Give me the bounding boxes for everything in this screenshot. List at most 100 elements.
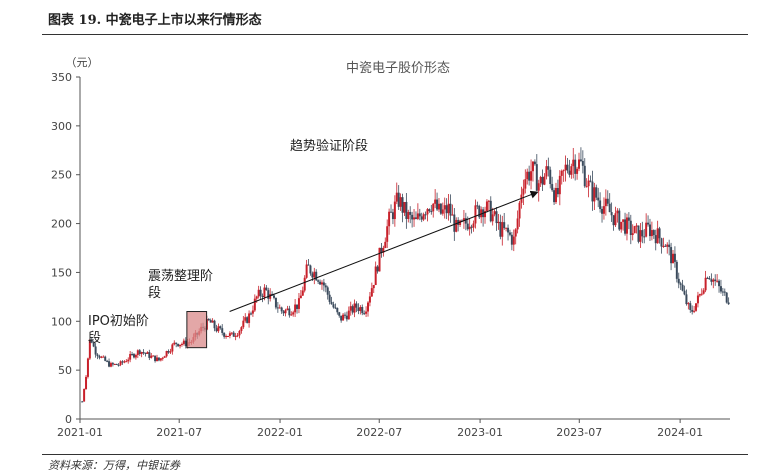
candle [451, 204, 454, 216]
candle [85, 375, 88, 390]
candle [581, 150, 584, 174]
x-tick-label: 2021-01 [57, 426, 103, 439]
candle [104, 355, 107, 362]
candle [280, 306, 283, 314]
candle [108, 358, 111, 368]
x-tick-label: 2023-07 [556, 426, 602, 439]
candle [140, 351, 143, 358]
candle [92, 340, 95, 348]
candle [411, 211, 414, 228]
candle [144, 352, 147, 357]
candle [328, 290, 331, 305]
candle [297, 293, 300, 314]
candle [332, 301, 335, 309]
candle [526, 168, 529, 185]
candle [322, 278, 325, 292]
trend-arrow [229, 190, 539, 312]
candle [422, 212, 425, 222]
candle [96, 353, 99, 360]
annotations: IPO初始阶段 震荡整理阶段 趋势验证阶段 [88, 138, 539, 349]
candle [541, 169, 544, 192]
candle [386, 219, 389, 248]
candle [257, 285, 260, 299]
candle [326, 285, 329, 300]
candle [457, 217, 460, 232]
candle [583, 158, 586, 188]
candle [484, 206, 487, 224]
candle [94, 343, 97, 358]
candle [154, 355, 157, 363]
candle [317, 279, 320, 284]
candle [179, 344, 182, 349]
candle [136, 349, 139, 359]
candle [510, 232, 513, 251]
candle [616, 208, 619, 223]
y-tick-label: 200 [51, 218, 72, 231]
axes: 0 50 100 150 200 250 300 350 2021-01 2021-07 2022-… [51, 71, 730, 439]
candle [232, 330, 235, 337]
candle [606, 190, 609, 207]
candle [670, 242, 673, 271]
candle [721, 287, 724, 297]
candle [672, 249, 675, 264]
candle [727, 297, 730, 305]
candle [595, 184, 598, 201]
candle [549, 166, 552, 189]
candle [370, 282, 373, 297]
candle [666, 242, 669, 254]
candle [338, 311, 341, 318]
candle [180, 342, 183, 347]
candle [610, 202, 613, 222]
candle [313, 267, 316, 285]
candle [343, 312, 346, 319]
candle [585, 178, 588, 188]
candle [320, 280, 323, 290]
candle [708, 275, 711, 280]
candle [493, 209, 496, 217]
candle [656, 220, 659, 244]
candle [359, 305, 362, 315]
candle [303, 275, 306, 293]
candle [319, 279, 322, 286]
candle [131, 351, 134, 356]
candle [399, 193, 402, 211]
chart-title: 中瓷电子股价形态 [346, 61, 450, 76]
candle [664, 244, 667, 247]
candle [635, 223, 638, 234]
candle [476, 201, 479, 210]
candle [464, 212, 467, 231]
candle [225, 334, 228, 339]
candle [719, 279, 722, 294]
candle [434, 189, 437, 209]
candle [535, 154, 538, 192]
candle [706, 276, 709, 280]
candle [629, 214, 632, 245]
candle [639, 222, 642, 248]
candle [152, 355, 155, 357]
candle [109, 361, 112, 368]
candle [324, 283, 327, 293]
y-axis-unit-label: （元） [66, 56, 99, 69]
candle [215, 324, 218, 333]
candle [269, 288, 272, 302]
candle [691, 305, 694, 315]
candle [537, 179, 540, 202]
candle [710, 273, 713, 286]
candle [157, 357, 160, 362]
candle [378, 247, 381, 272]
candle [365, 306, 368, 318]
candle [436, 192, 439, 212]
candle [242, 316, 245, 329]
trend-phase-label: 趋势验证阶段 [290, 138, 368, 154]
candle [305, 259, 308, 279]
candle [568, 159, 571, 178]
candle [86, 357, 89, 379]
candle [551, 176, 554, 192]
candle [163, 355, 166, 358]
candle [353, 299, 356, 318]
candle [90, 336, 93, 344]
source-note: 资料来源：万得，中银证券 [48, 459, 180, 472]
x-tick-label: 2023-01 [457, 426, 503, 439]
x-tick-label: 2021-07 [156, 426, 202, 439]
candle [106, 359, 109, 363]
